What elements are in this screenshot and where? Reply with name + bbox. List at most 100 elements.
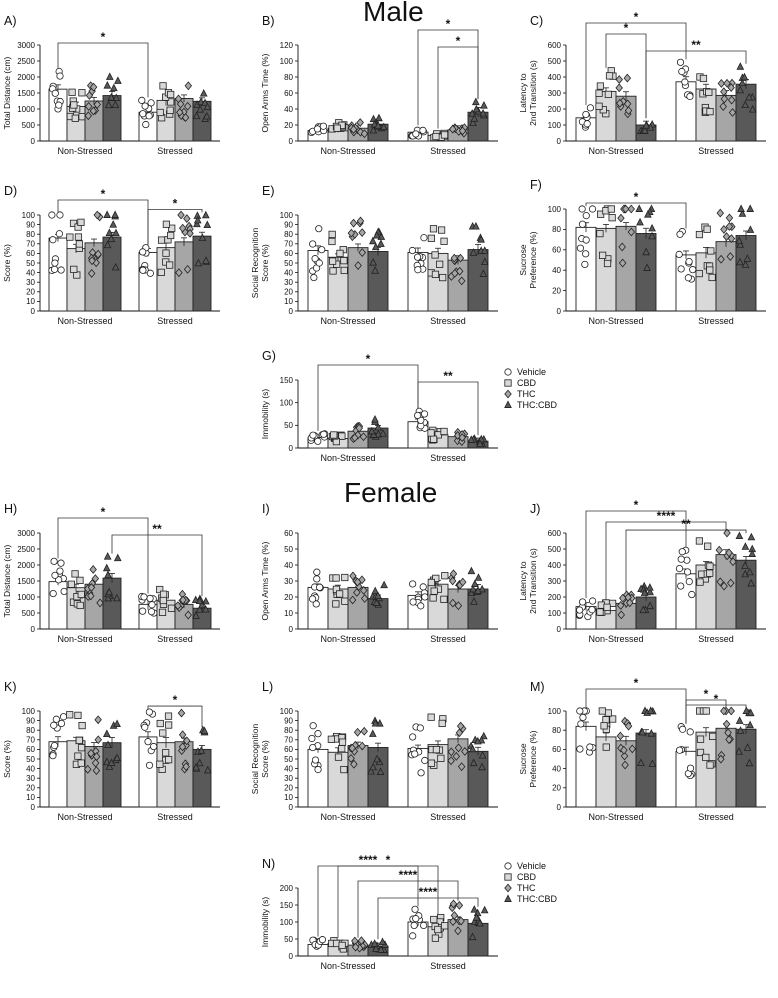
y-tick-label: 60 <box>284 529 293 538</box>
y-tick-label: 70 <box>26 240 35 249</box>
data-point <box>156 719 164 728</box>
data-point <box>741 260 750 268</box>
significance-label: ** <box>443 369 453 383</box>
bar <box>48 88 68 142</box>
data-point <box>158 608 167 616</box>
significance-bracket <box>625 529 747 592</box>
data-point <box>688 590 696 599</box>
panel-n: N) 0 50 100 150 200 Immobility (s) Non-Stressed… <box>260 853 498 971</box>
data-point <box>748 104 757 113</box>
data-point <box>746 720 754 729</box>
y-tick-label: 100 <box>548 205 562 214</box>
data-point <box>139 110 147 118</box>
data-point <box>201 98 209 107</box>
significance-bracket <box>417 29 479 126</box>
data-point <box>638 727 647 736</box>
data-point <box>369 258 378 266</box>
data-point <box>74 711 82 719</box>
data-point <box>368 729 377 737</box>
data-point <box>472 104 481 113</box>
data-point <box>420 234 428 242</box>
data-point <box>89 82 98 92</box>
data-point <box>458 126 467 136</box>
panel-label: D) <box>4 184 17 198</box>
bar <box>447 259 469 312</box>
data-point <box>193 219 201 228</box>
y-tick-label: 90 <box>26 220 35 229</box>
data-point <box>468 932 477 941</box>
data-point <box>197 97 205 106</box>
panel-h: H) 0 500 1000 1500 2000 2500 3000 Total Distance… <box>2 502 220 644</box>
bar <box>447 919 469 957</box>
legend-label: THC:CBD <box>517 894 557 904</box>
y-tick-label: 40 <box>26 764 35 773</box>
data-point <box>735 531 744 540</box>
data-point <box>472 913 481 921</box>
panel-i: I) 0 10 20 30 40 50 60 Open Arms Time (%) Non-Str… <box>260 502 498 644</box>
data-point <box>309 431 317 439</box>
data-point <box>736 257 744 266</box>
data-point <box>413 253 422 261</box>
bar <box>102 236 122 312</box>
data-point <box>141 723 149 731</box>
data-point <box>159 590 168 598</box>
data-point <box>336 249 344 258</box>
y-tick-label: 100 <box>280 707 294 716</box>
y-tick-label: 10 <box>26 793 35 802</box>
data-point <box>470 597 478 605</box>
data-point <box>604 709 612 717</box>
data-point <box>367 426 376 435</box>
data-point <box>681 78 689 86</box>
data-point <box>52 715 60 723</box>
data-point <box>702 707 710 715</box>
data-point <box>358 248 366 257</box>
group-label: Non-Stressed <box>57 634 112 644</box>
y-tick-label: 80 <box>284 726 293 735</box>
data-point <box>85 91 94 100</box>
data-point <box>725 222 734 231</box>
group-label: Non-Stressed <box>588 634 643 644</box>
y-tick-label: 30 <box>26 278 35 287</box>
data-point <box>408 246 416 255</box>
legend-swatch-icon <box>504 400 512 408</box>
y-axis-label: SucrosePreference (%) <box>518 231 538 288</box>
data-point <box>635 204 644 212</box>
y-tick-label: 80 <box>552 225 561 234</box>
significance-bracket <box>645 50 747 119</box>
bar <box>192 235 212 312</box>
data-point <box>341 597 349 605</box>
data-point <box>351 433 359 443</box>
y-tick-label: 1000 <box>17 593 35 602</box>
data-point <box>96 598 104 608</box>
data-point <box>427 429 435 437</box>
data-point <box>416 724 424 732</box>
data-point <box>627 204 635 214</box>
data-point <box>699 74 708 83</box>
panel-label: I) <box>262 502 270 516</box>
data-point <box>318 936 327 944</box>
data-point <box>746 225 755 233</box>
data-point <box>703 225 711 233</box>
data-point <box>412 130 420 138</box>
data-point <box>456 253 465 263</box>
data-point <box>145 708 153 716</box>
significance-bracket <box>147 208 203 245</box>
bar <box>367 251 389 312</box>
data-point <box>427 578 435 587</box>
y-tick-label: 50 <box>284 545 293 554</box>
data-point <box>603 603 611 611</box>
data-point <box>600 722 608 730</box>
data-point <box>92 752 101 762</box>
data-point <box>729 557 737 567</box>
data-point <box>707 247 715 255</box>
data-point <box>330 431 338 439</box>
data-point <box>67 580 75 588</box>
data-point <box>725 548 733 558</box>
significance-bracket <box>605 521 727 600</box>
data-point <box>620 745 628 755</box>
data-point <box>727 234 736 244</box>
data-point <box>472 221 480 230</box>
data-point <box>474 586 482 594</box>
y-tick-label: 2500 <box>17 545 35 554</box>
